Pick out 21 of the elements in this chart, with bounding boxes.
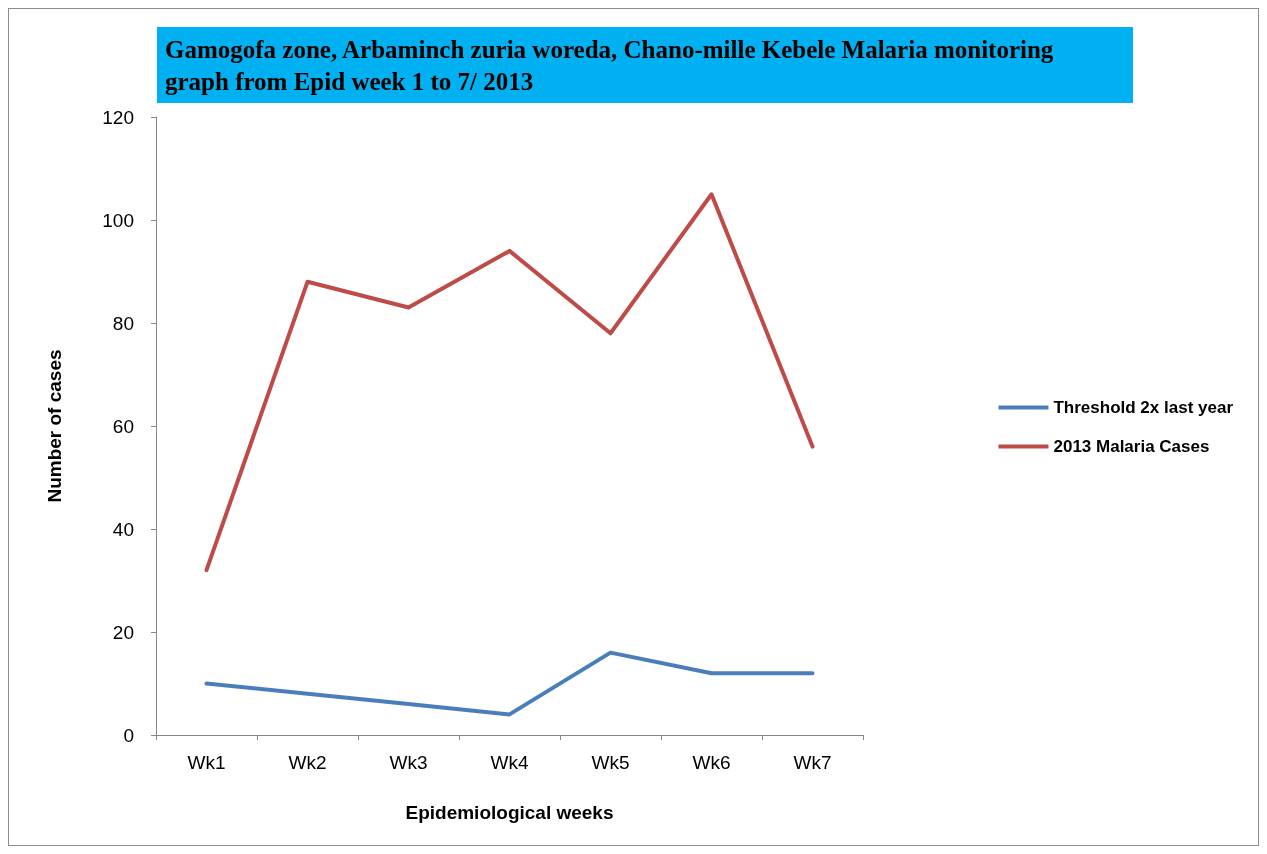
chart-title: Gamogofa zone, Arbaminch zuria woreda, Chano-mille Kebele Malaria monitoring graph from Epid week 1 to 7/ 2013 bbox=[165, 35, 1060, 95]
y-tick-label: 100 bbox=[102, 209, 134, 231]
y-tick-label: 120 bbox=[102, 106, 134, 128]
x-tick-label: Wk5 bbox=[591, 752, 630, 773]
y-axis-title: Number of cases bbox=[44, 349, 65, 503]
y-tick-label: 80 bbox=[112, 312, 134, 334]
x-tick-label: Wk1 bbox=[187, 752, 226, 773]
line-series bbox=[204, 650, 815, 717]
x-tick-label: Wk6 bbox=[692, 752, 731, 773]
y-tick-label: 0 bbox=[123, 724, 134, 746]
y-tick-label: 40 bbox=[112, 518, 134, 540]
legend-label: 2013 Malaria Cases bbox=[1053, 437, 1210, 456]
x-tick-label: Wk4 bbox=[490, 752, 529, 773]
x-tick-label: Wk7 bbox=[793, 752, 832, 773]
x-tick-label: Wk2 bbox=[288, 752, 327, 773]
line-series bbox=[204, 192, 815, 573]
y-tick-label: 60 bbox=[112, 415, 134, 437]
y-tick-label: 20 bbox=[112, 621, 134, 643]
x-axis-title: Epidemiological weeks bbox=[405, 802, 614, 823]
x-tick-label: Wk3 bbox=[389, 752, 428, 773]
legend-label: Threshold 2x last year bbox=[1053, 398, 1234, 417]
